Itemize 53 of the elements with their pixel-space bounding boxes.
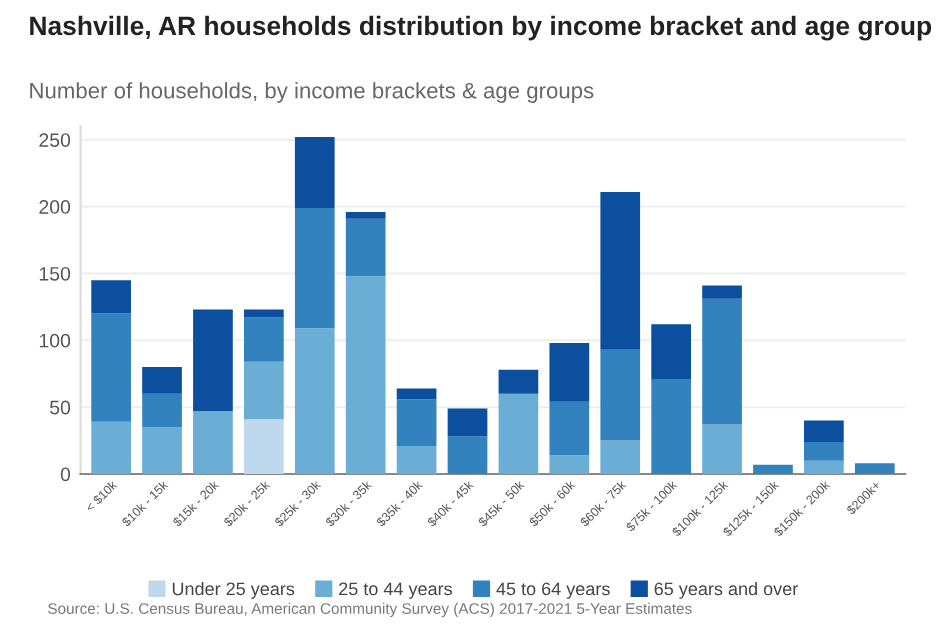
bar xyxy=(345,218,386,277)
legend-label: 65 years and over xyxy=(654,581,798,599)
bar xyxy=(91,421,131,474)
bar xyxy=(549,342,590,402)
bar xyxy=(294,328,335,474)
y-tick-label: 0 xyxy=(60,467,71,482)
bar xyxy=(345,276,386,474)
bar xyxy=(345,211,386,219)
bar xyxy=(294,137,335,208)
bar xyxy=(651,379,691,474)
bar xyxy=(142,367,182,394)
bar xyxy=(651,324,691,380)
bar xyxy=(753,464,793,474)
legend-label: 45 to 64 years xyxy=(496,582,610,599)
legend-label: 25 to 44 years xyxy=(339,582,452,599)
bar xyxy=(244,361,284,420)
bar xyxy=(600,440,641,474)
bar xyxy=(447,436,488,474)
bar xyxy=(804,441,844,461)
y-tick-label: 50 xyxy=(50,400,71,415)
bar xyxy=(396,388,437,400)
y-tick-label: 150 xyxy=(39,266,71,281)
y-tick-label: 100 xyxy=(39,333,71,348)
bar xyxy=(804,460,844,474)
y-tick-label: 250 xyxy=(39,133,71,148)
bar xyxy=(142,427,182,474)
bar xyxy=(244,419,284,474)
bar xyxy=(244,317,284,362)
bar xyxy=(600,349,641,441)
bar xyxy=(142,393,182,428)
bar xyxy=(244,309,284,318)
bar xyxy=(498,393,539,474)
bar xyxy=(702,285,742,299)
bar xyxy=(91,313,131,422)
bar xyxy=(702,298,742,425)
bar xyxy=(294,207,335,329)
y-tick-label: 200 xyxy=(39,200,71,214)
chart-subtitle: Number of households, by income brackets & age groups xyxy=(30,82,594,103)
bar xyxy=(91,280,131,314)
bar xyxy=(498,369,539,394)
bar xyxy=(396,399,437,446)
bar xyxy=(804,420,844,442)
bar xyxy=(854,463,895,474)
bar xyxy=(447,408,488,437)
legend-label: Under 25 years xyxy=(172,581,295,599)
bar xyxy=(193,309,233,412)
bar xyxy=(396,445,437,474)
chart-title: Nashville, AR households distribution by income bracket and age group xyxy=(30,15,932,41)
bar xyxy=(600,191,641,350)
bar xyxy=(549,401,590,456)
bar xyxy=(702,424,742,474)
bar xyxy=(193,411,233,474)
bar xyxy=(549,455,590,474)
